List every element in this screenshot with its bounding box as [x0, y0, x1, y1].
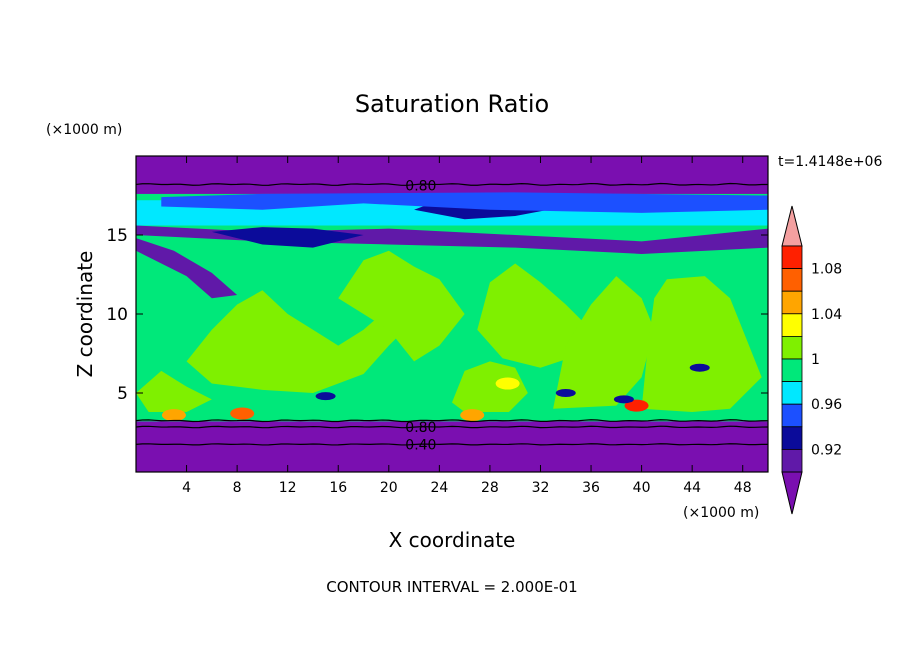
- y-axis-label: Z coordinate: [73, 251, 97, 378]
- colorbar-swatch: [781, 268, 803, 292]
- colorbar-swatch: [781, 245, 803, 270]
- x-tick-label: 40: [633, 480, 651, 496]
- x-tick-label: 32: [532, 480, 550, 496]
- field-warm-spot-2: [624, 399, 649, 412]
- colorbar-swatch: [781, 403, 803, 428]
- chart-title: Saturation Ratio: [355, 90, 549, 118]
- x-tick-label: 24: [430, 480, 448, 496]
- field-warm-spot-0: [161, 409, 186, 422]
- colorbar-swatch: [781, 290, 803, 315]
- colorbar-tick-label: 1.08: [811, 262, 842, 278]
- contour-label-1: 0.80: [405, 420, 436, 436]
- field-cloud-center: [477, 263, 592, 368]
- field-dark-spot-1: [555, 389, 576, 397]
- colorbar-swatch: [781, 381, 803, 405]
- colorbar-tick-label: 1.04: [811, 307, 842, 323]
- field-dark-spot-2: [689, 363, 710, 372]
- contour-line-040: [136, 443, 768, 446]
- contour-labels: 0.80 0.80 0.40: [405, 178, 436, 454]
- colorbar-tick-label: 1: [811, 352, 820, 368]
- colorbar-tick-label: 0.92: [811, 442, 842, 458]
- field-warm-spot-4: [495, 377, 520, 390]
- contour-field: [136, 156, 768, 472]
- y-tick-label: 15: [106, 226, 128, 246]
- y-tick-label: 10: [106, 305, 128, 325]
- y-tick-label: 5: [117, 384, 128, 404]
- field-dark-wisp: [211, 227, 364, 248]
- colorbar-under-triangle: [781, 471, 803, 515]
- colorbar-swatch: [781, 358, 803, 383]
- field-dark-spot-0: [315, 392, 336, 401]
- field-cloud-right2: [641, 276, 762, 412]
- y-unit-label: (×1000 m): [46, 122, 122, 138]
- contour-line-lower-080: [136, 425, 768, 429]
- colorbar-swatch: [781, 313, 803, 337]
- colorbar: 1.08 1.04 1 0.96 0.92: [781, 205, 842, 515]
- field-cloud-mid: [338, 250, 465, 362]
- field-cloud-lowleft: [136, 370, 212, 412]
- y-axis-ticks: 5 10 15: [106, 226, 768, 404]
- field-boundary-layer: [136, 421, 768, 472]
- colorbar-over-triangle: [781, 205, 803, 247]
- field-blue-upper: [161, 192, 768, 213]
- x-axis-label: X coordinate: [389, 528, 516, 552]
- contour-lines: [136, 182, 768, 446]
- x-tick-label: 16: [329, 480, 347, 496]
- x-unit-label: (×1000 m): [683, 505, 759, 521]
- colorbar-tick-label: 0.96: [811, 397, 842, 413]
- contour-interval-footer: CONTOUR INTERVAL = 2.000E-01: [326, 578, 577, 596]
- contour-label-2: 0.40: [405, 438, 436, 454]
- field-warm-spot-1: [460, 409, 485, 422]
- field-cloud-right1: [553, 276, 655, 409]
- x-tick-label: 28: [481, 480, 499, 496]
- x-tick-label: 48: [734, 480, 752, 496]
- colorbar-swatch: [781, 448, 803, 473]
- x-tick-label: 20: [380, 480, 398, 496]
- x-tick-label: 44: [683, 480, 701, 496]
- x-tick-label: 8: [233, 480, 242, 496]
- colorbar-swatch: [781, 426, 803, 450]
- field-dry-wisp-left: [136, 238, 238, 299]
- x-tick-label: 12: [279, 480, 297, 496]
- field-warm-spot-3: [230, 407, 255, 420]
- contour-line-upper-080: [136, 419, 768, 423]
- field-cloud-left: [186, 290, 415, 393]
- x-tick-label: 4: [182, 480, 191, 496]
- field-cloud-low28: [452, 361, 528, 412]
- contour-line-top-080: [136, 182, 768, 186]
- x-tick-label: 36: [582, 480, 600, 496]
- contour-label-0: 0.80: [405, 178, 436, 194]
- colorbar-swatch: [781, 335, 803, 360]
- time-label: t=1.4148e+06: [778, 154, 882, 170]
- field-dark-spot-3: [613, 395, 634, 404]
- x-axis-ticks: 4 8 12 16 20 24 28 32 36 40 44 48: [182, 156, 752, 496]
